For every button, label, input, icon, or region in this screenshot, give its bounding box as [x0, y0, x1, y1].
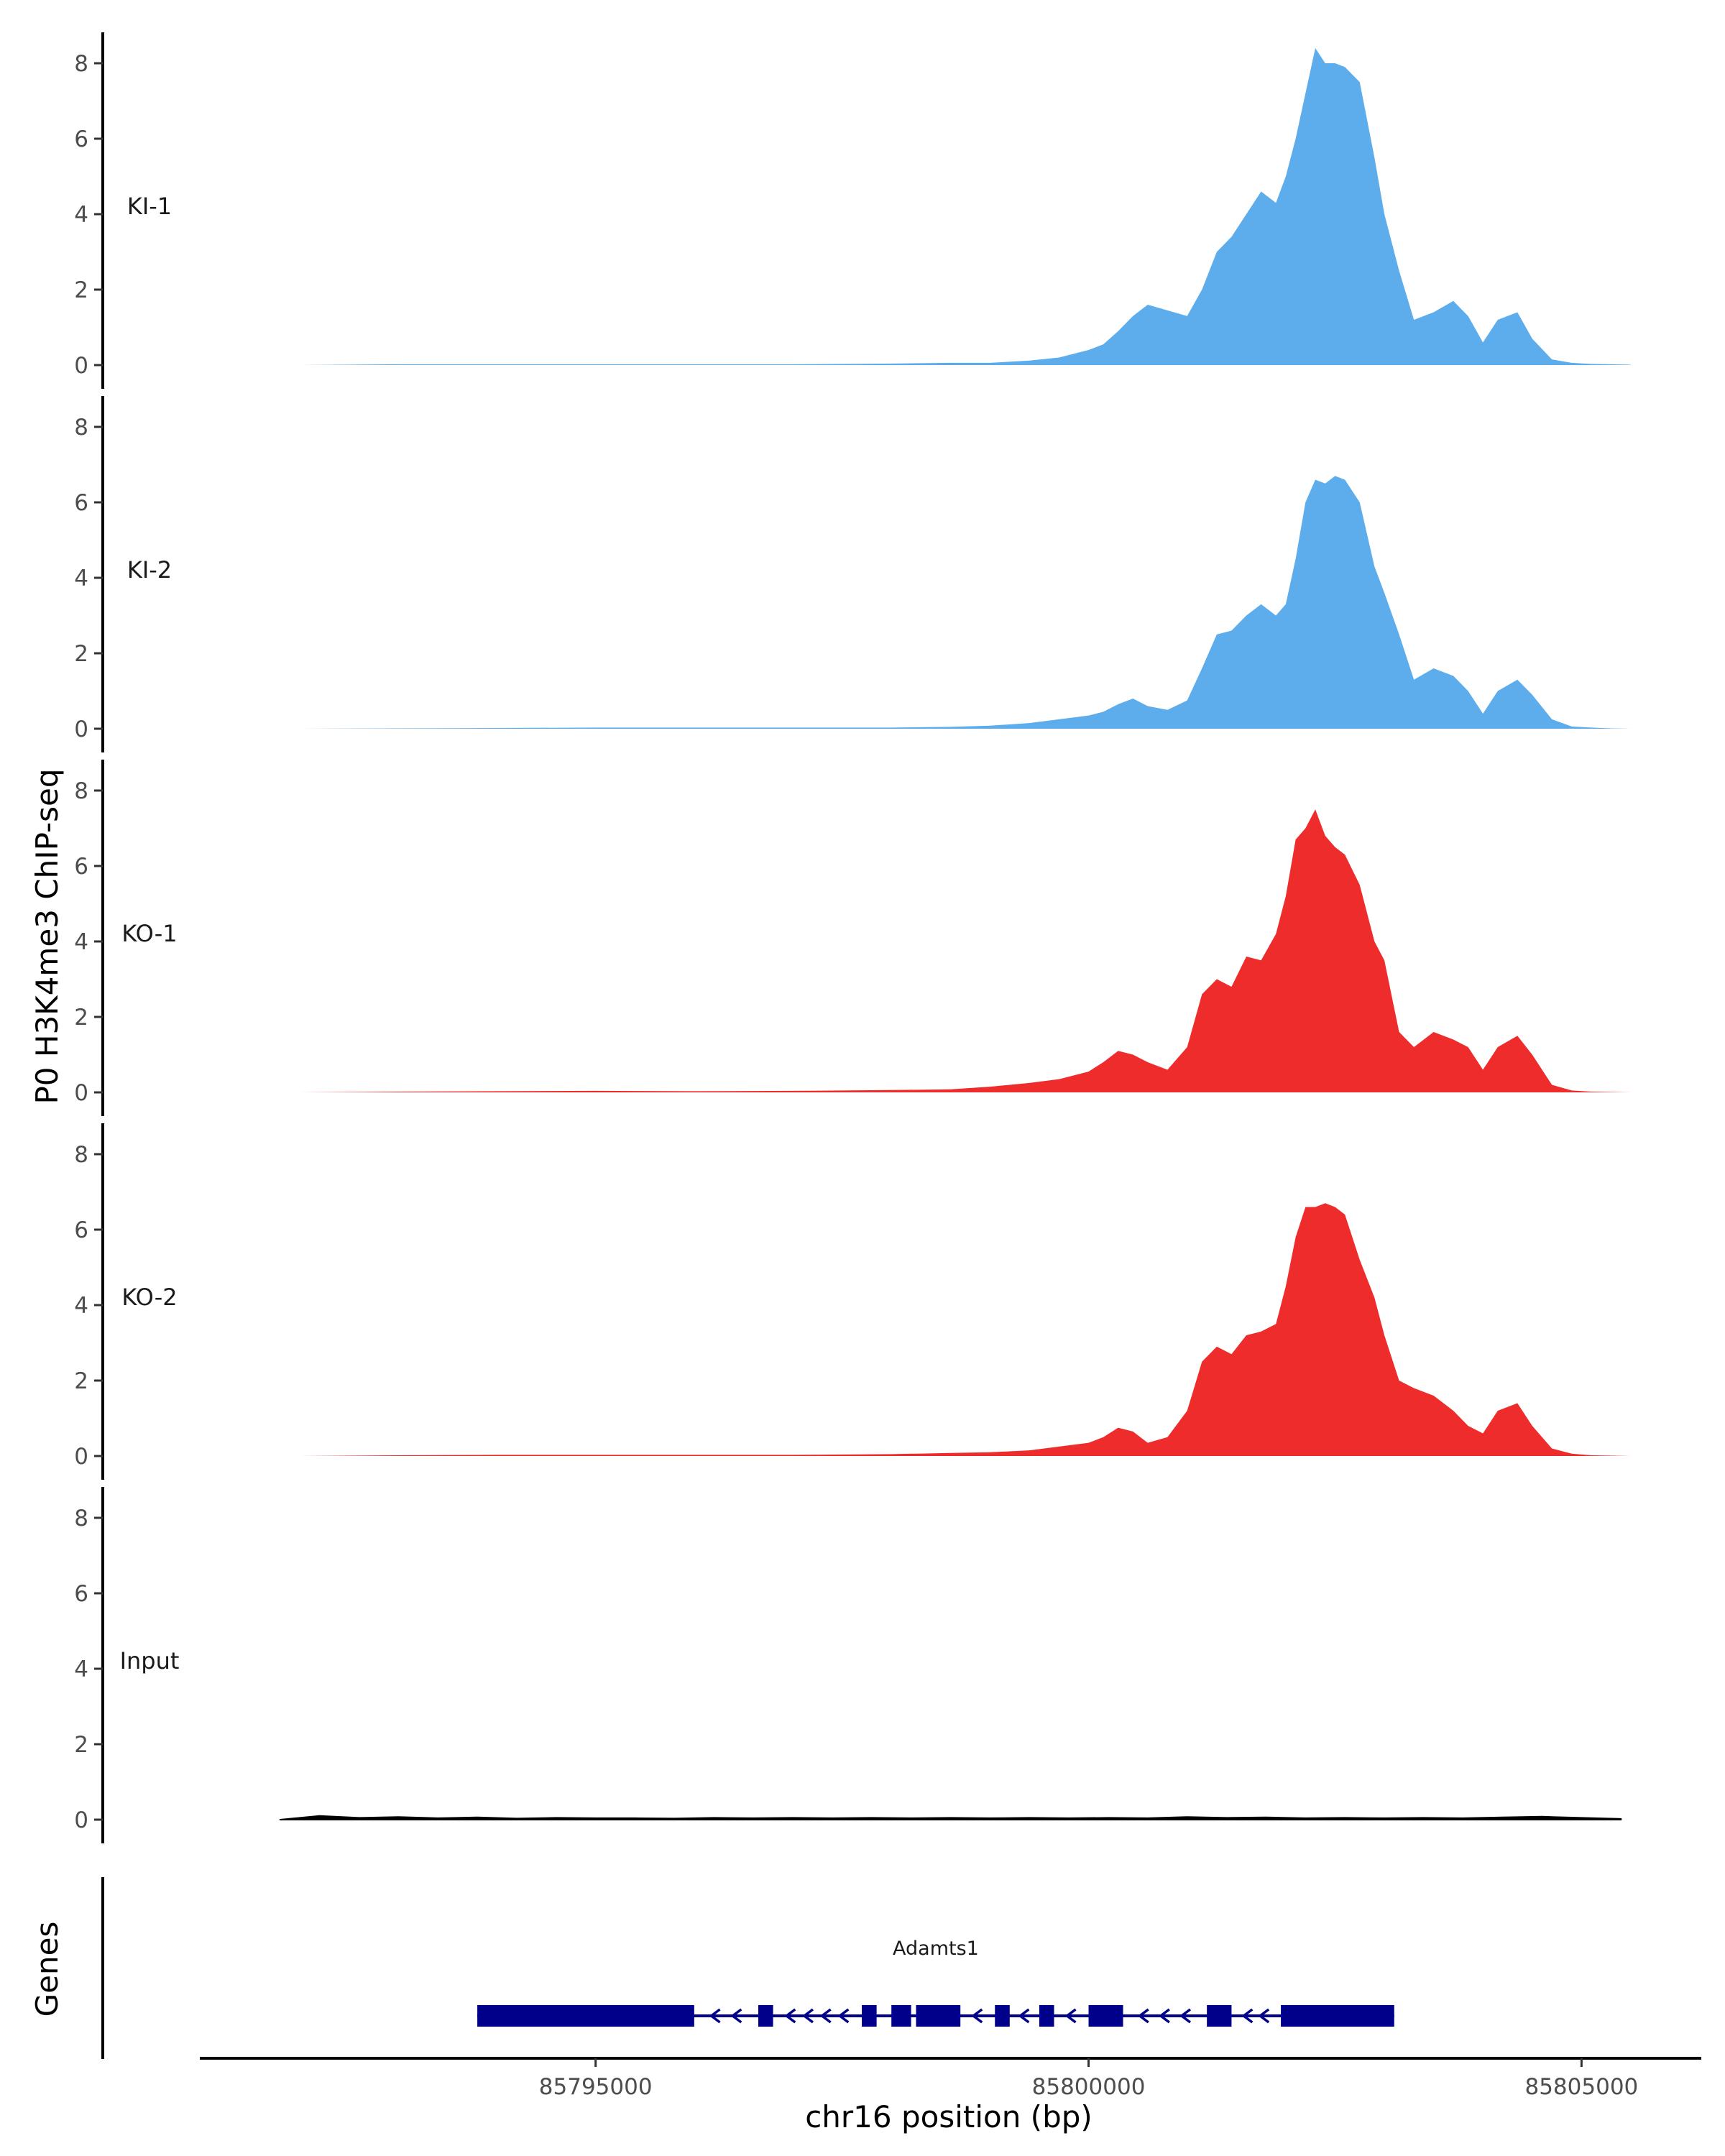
gene-exon: [1281, 2005, 1394, 2027]
genes-track-title: Genes: [29, 1922, 65, 2017]
strand-arrow: [1241, 2008, 1254, 2024]
strand-arrow: [1018, 2008, 1030, 2024]
y-tick-label: 2: [74, 1368, 88, 1394]
gene-name-label: Adamts1: [893, 1938, 979, 1960]
x-axis: 85795000 85800000 85805000: [200, 2057, 1701, 2100]
signal-area-ko-1: [300, 809, 1632, 1092]
y-tick-label: 2: [74, 641, 88, 667]
sample-label: KI-2: [127, 556, 172, 584]
y-tick-label: 4: [74, 1293, 88, 1319]
signal-area-ki-2: [300, 476, 1632, 729]
y-tick-label: 2: [74, 1005, 88, 1031]
gene-exon: [862, 2005, 877, 2027]
y-tick-label: 2: [74, 1732, 88, 1758]
sample-label: Input: [120, 1647, 180, 1674]
strand-arrow: [819, 2008, 832, 2024]
gene-exon: [477, 2005, 694, 2027]
y-tick-label: 4: [74, 929, 88, 955]
signal-area-input: [279, 1815, 1622, 1820]
y-tick-label: 4: [74, 202, 88, 228]
gene-exon: [891, 2005, 911, 2027]
y-tick-label: 6: [74, 126, 88, 152]
y-tick-label: 0: [74, 1080, 88, 1106]
signal-area-ko-2: [300, 1203, 1632, 1456]
genes-track: Adamts1: [101, 1877, 1394, 2059]
y-axis-title: P0 H3K4me3 ChIP-seq: [29, 768, 65, 1104]
gene-exon: [758, 2005, 773, 2027]
strand-arrow: [1179, 2008, 1192, 2024]
y-tick-label: 0: [74, 1444, 88, 1470]
gene-exon: [1039, 2005, 1054, 2027]
strand-arrow: [1158, 2008, 1170, 2024]
y-tick-label: 6: [74, 1217, 88, 1243]
strand-arrow: [1258, 2008, 1270, 2024]
gene-exon: [995, 2005, 1010, 2027]
strand-arrow: [784, 2008, 796, 2024]
strand-arrow: [1064, 2008, 1077, 2024]
y-tick-label: 8: [74, 415, 88, 441]
x-tick-label: 85800000: [1032, 2074, 1146, 2100]
y-tick-label: 0: [74, 717, 88, 742]
track-ki-1: 0 2 4 6 8 KI-1: [74, 32, 1632, 389]
track-ko-1: 0 2 4 6 8 KO-1: [74, 760, 1632, 1116]
strand-arrow: [837, 2008, 850, 2024]
signal-area-ki-1: [300, 48, 1632, 365]
strand-arrow: [1137, 2008, 1149, 2024]
tracks: 0 2 4 6 8 KI-1 0 2 4 6 8 KI-2 0 2 4 6 8 KO-1 0 2 4 6 8 KO-2 0 2 4 6…: [74, 32, 1632, 1843]
y-tick-label: 4: [74, 1657, 88, 1682]
y-tick-label: 4: [74, 566, 88, 591]
track-ki-2: 0 2 4 6 8 KI-2: [74, 396, 1632, 752]
strand-arrow: [709, 2008, 721, 2024]
track-ko-2: 0 2 4 6 8 KO-2: [74, 1123, 1632, 1480]
gene-exon: [1207, 2005, 1232, 2027]
x-tick-label: 85795000: [539, 2074, 653, 2100]
y-tick-label: 6: [74, 490, 88, 516]
strand-arrow: [730, 2008, 742, 2024]
y-tick-label: 2: [74, 277, 88, 303]
y-tick-label: 0: [74, 353, 88, 379]
sample-label: KI-1: [127, 193, 172, 220]
sample-label: KO-2: [121, 1284, 177, 1311]
y-tick-label: 8: [74, 778, 88, 804]
gene-exon: [1088, 2005, 1123, 2027]
track-input: 0 2 4 6 8 Input: [74, 1487, 1622, 1843]
y-tick-label: 8: [74, 51, 88, 77]
y-tick-label: 8: [74, 1506, 88, 1531]
strand-arrow: [971, 2008, 983, 2024]
gene-exon: [916, 2005, 961, 2027]
y-tick-label: 6: [74, 1581, 88, 1607]
strand-arrow: [802, 2008, 814, 2024]
y-tick-label: 0: [74, 1807, 88, 1833]
x-tick-label: 85805000: [1524, 2074, 1638, 2100]
sample-label: KO-1: [121, 920, 177, 947]
y-tick-label: 6: [74, 854, 88, 880]
y-tick-label: 8: [74, 1142, 88, 1168]
x-axis-title: chr16 position (bp): [805, 2099, 1092, 2134]
